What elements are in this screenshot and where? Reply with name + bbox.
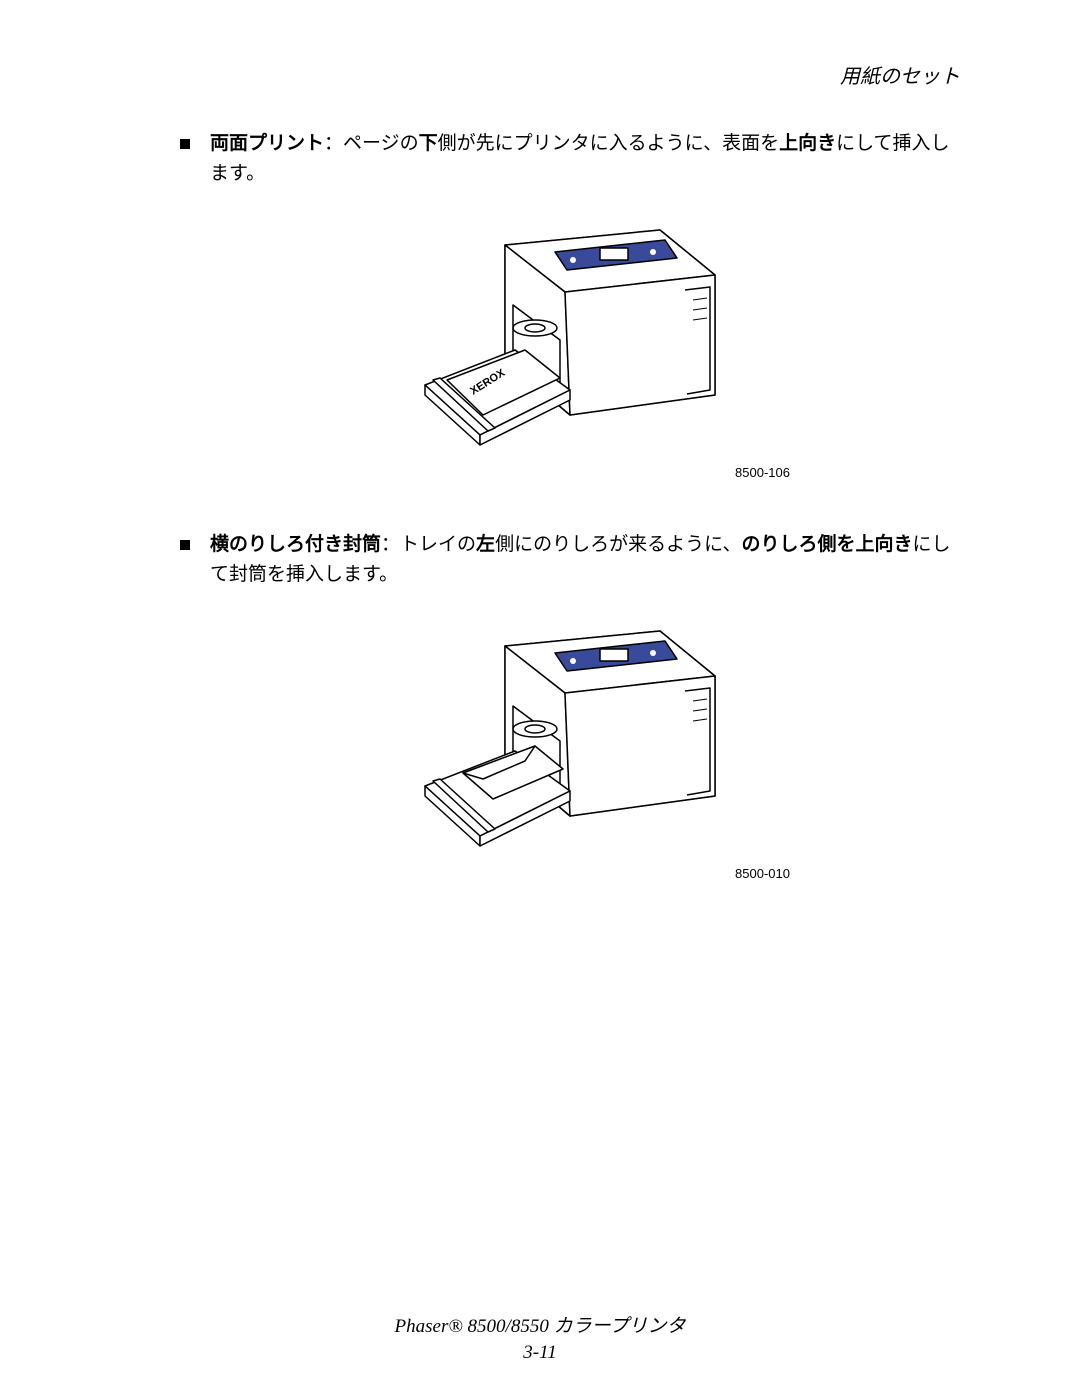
t2: 側にのりしろが来るように、 (495, 534, 741, 555)
header-title: 用紙のセット (840, 66, 960, 88)
bullet-item: 両面プリント：ページの下側が先にプリンタに入るように、表面を上向きにして挿入しま… (180, 129, 960, 190)
figure-1: XEROX (180, 210, 960, 455)
b2: 上向き (779, 133, 836, 154)
page-footer: Phaser® 8500/8550 カラープリンタ 3-11 (0, 1314, 1080, 1367)
page-header: 用紙のセット (180, 60, 960, 89)
footer-line1: Phaser® 8500/8550 カラープリンタ (0, 1314, 1080, 1341)
sep: ： (324, 133, 343, 154)
bullet-item: 横のりしろ付き封筒：トレイの左側にのりしろが来るように、のりしろ側を上向きにして… (180, 530, 960, 591)
t1: ページの (343, 133, 419, 154)
t1: トレイの (400, 534, 476, 555)
printer-illustration-icon: XEROX (385, 210, 755, 450)
printer-illustration-icon (385, 611, 755, 851)
figure-2 (180, 611, 960, 856)
sep: ： (381, 534, 400, 555)
bullet-text: 両面プリント：ページの下側が先にプリンタに入るように、表面を上向きにして挿入しま… (210, 129, 960, 190)
b1: 下 (419, 133, 438, 154)
figure-label: 8500-010 (180, 866, 790, 881)
square-bullet-icon (180, 139, 190, 149)
b1: 左 (476, 534, 495, 555)
footer-line2: 3-11 (0, 1340, 1080, 1367)
lead-bold: 両面プリント (210, 133, 324, 154)
document-page: 用紙のセット 両面プリント：ページの下側が先にプリンタに入るように、表面を上向き… (0, 0, 1080, 1397)
figure-label: 8500-106 (180, 465, 790, 480)
b2: のりしろ側を上向き (742, 534, 913, 555)
square-bullet-icon (180, 540, 190, 550)
t2: 側が先にプリンタに入るように、表面を (438, 133, 779, 154)
bullet-text: 横のりしろ付き封筒：トレイの左側にのりしろが来るように、のりしろ側を上向きにして… (210, 530, 960, 591)
lead-bold: 横のりしろ付き封筒 (210, 534, 381, 555)
